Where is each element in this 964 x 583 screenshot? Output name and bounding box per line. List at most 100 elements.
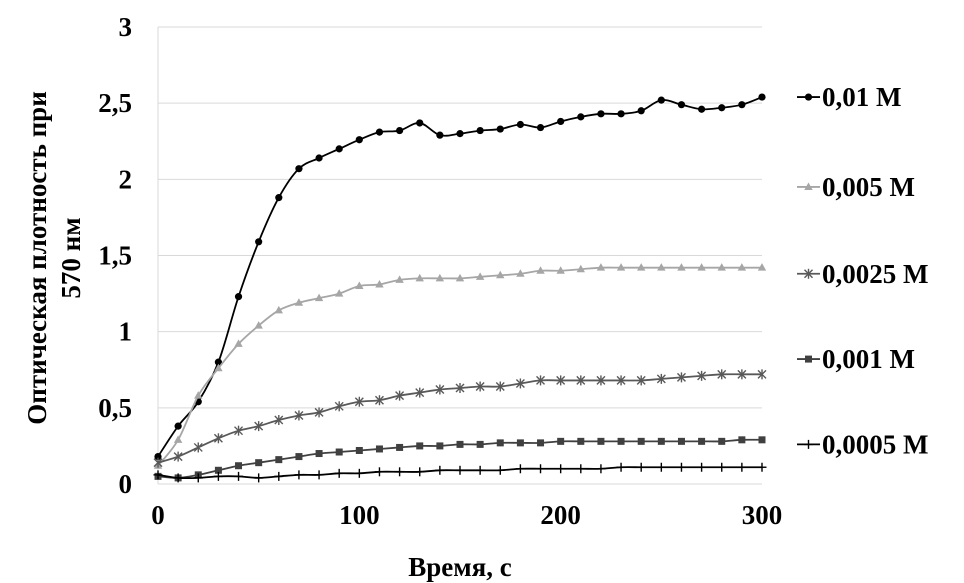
series-1 [154, 93, 766, 461]
data-point [193, 473, 203, 483]
data-point [435, 465, 445, 475]
x-tick-label: 100 [339, 500, 380, 530]
data-point [677, 263, 686, 271]
data-point [214, 466, 222, 474]
y-tick-label: 2,5 [98, 88, 132, 118]
data-point [617, 110, 625, 118]
data-point [536, 123, 545, 132]
data-point [255, 459, 263, 467]
data-point [436, 131, 444, 139]
data-point [274, 305, 283, 314]
data-point [496, 125, 504, 133]
data-point [677, 437, 685, 445]
data-point [637, 107, 645, 115]
data-point [375, 128, 384, 136]
data-point [718, 437, 726, 445]
data-point [496, 270, 505, 279]
data-point [294, 470, 304, 480]
data-point [455, 465, 465, 475]
data-point [314, 470, 324, 480]
y-tick-label: 0,5 [98, 393, 132, 423]
series-3 [153, 369, 767, 468]
data-point [294, 298, 304, 306]
legend-marker [804, 268, 813, 279]
data-point [173, 473, 183, 483]
data-point [556, 464, 566, 474]
data-point [697, 462, 707, 472]
data-point [717, 462, 727, 472]
data-point [295, 453, 303, 461]
data-point [698, 437, 706, 445]
data-point [737, 462, 747, 472]
data-point [617, 437, 625, 445]
data-point [676, 462, 686, 472]
data-point [395, 390, 405, 401]
data-point [636, 375, 646, 386]
y-axis-title-line-2: 570 нм [56, 217, 86, 298]
data-point [717, 263, 726, 271]
data-point [416, 442, 424, 450]
data-point [435, 384, 445, 395]
data-point [355, 446, 363, 454]
data-point [737, 369, 747, 380]
data-point [415, 273, 424, 282]
x-tick-label: 300 [742, 500, 783, 530]
data-point [596, 263, 606, 271]
data-point [738, 101, 746, 109]
data-point [697, 370, 707, 381]
x-tick-labels: 0 100 200 300 [151, 500, 782, 530]
data-point [637, 263, 646, 271]
data-point [738, 436, 746, 444]
legend-entry: 0,001 М [797, 344, 915, 374]
data-point [556, 266, 565, 274]
data-point [677, 101, 686, 109]
data-point [154, 452, 162, 461]
data-point [657, 263, 666, 271]
data-point [436, 442, 444, 450]
data-point [515, 378, 525, 389]
data-point [153, 470, 163, 480]
data-point [476, 126, 484, 135]
data-point [597, 110, 605, 118]
data-point [396, 126, 404, 135]
data-point [375, 445, 383, 453]
data-point [354, 468, 364, 478]
data-point [556, 375, 566, 386]
data-point [255, 238, 263, 246]
data-point [717, 369, 727, 380]
legend-entry: 0,005 М [797, 172, 915, 202]
data-point [757, 369, 767, 380]
data-point [193, 442, 203, 453]
data-point [435, 273, 445, 282]
data-point [596, 464, 606, 474]
data-point [415, 387, 425, 398]
legend-entry: 0,0025 М [797, 259, 928, 289]
x-tick-label: 0 [151, 500, 165, 530]
data-point [354, 396, 364, 407]
data-point [214, 358, 222, 366]
data-point [536, 375, 546, 386]
data-point [334, 468, 344, 478]
data-point [415, 467, 425, 477]
series-line [157, 266, 762, 467]
data-point [475, 381, 485, 392]
data-point [516, 269, 525, 277]
y-tick-label: 2 [119, 164, 133, 194]
data-point [213, 433, 223, 444]
legend-entry: 0,01 М [797, 82, 901, 112]
data-point [516, 439, 524, 447]
data-point [577, 437, 585, 445]
data-point [577, 113, 585, 121]
data-point [275, 456, 283, 464]
x-axis-title: Время, с [408, 552, 512, 582]
data-point [637, 437, 645, 445]
data-point [335, 145, 343, 153]
legend-marker [805, 355, 812, 363]
data-point [213, 471, 223, 481]
data-point [456, 440, 464, 448]
data-point [515, 464, 525, 474]
data-point [456, 130, 464, 138]
data-point [476, 440, 484, 448]
data-point [335, 289, 344, 297]
data-point [656, 373, 666, 384]
